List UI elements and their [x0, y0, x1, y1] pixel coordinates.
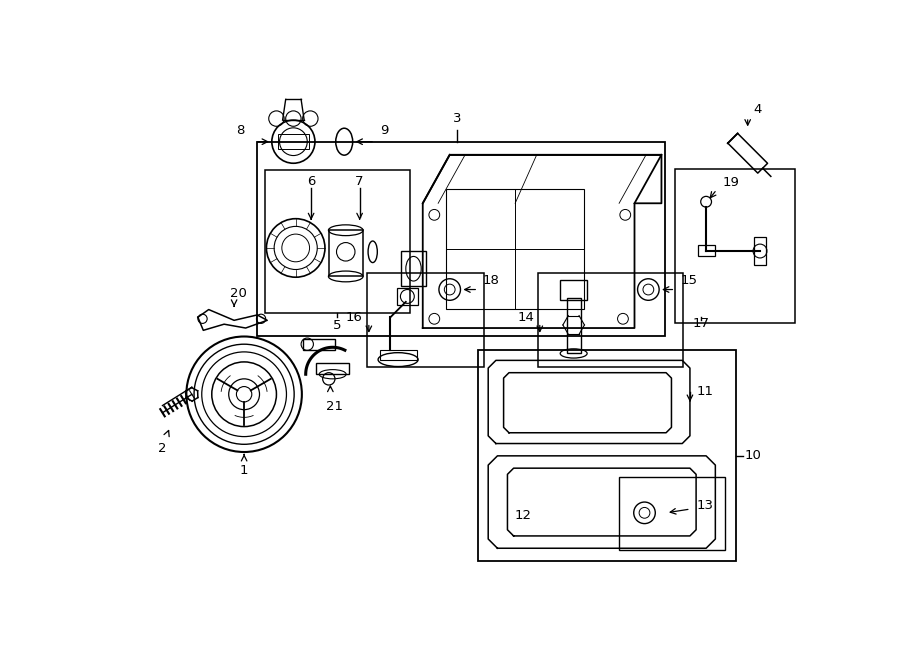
Text: 18: 18 — [482, 274, 500, 287]
Text: 20: 20 — [230, 286, 247, 299]
Bar — [302, 339, 335, 350]
Text: 11: 11 — [696, 385, 713, 399]
Bar — [560, 280, 587, 299]
Text: 12: 12 — [514, 509, 531, 522]
Text: 17: 17 — [693, 317, 710, 330]
Bar — [317, 364, 349, 374]
Text: 1: 1 — [240, 463, 248, 477]
Bar — [567, 298, 580, 354]
Text: 21: 21 — [326, 400, 343, 412]
Text: 14: 14 — [518, 311, 535, 324]
Bar — [478, 350, 736, 561]
Text: 3: 3 — [454, 112, 462, 125]
Bar — [328, 230, 364, 276]
Text: 5: 5 — [333, 319, 341, 332]
Text: 15: 15 — [680, 274, 698, 287]
Bar — [754, 237, 766, 265]
Text: 8: 8 — [236, 124, 244, 137]
Text: 7: 7 — [356, 175, 364, 188]
Text: 4: 4 — [753, 103, 762, 116]
Bar — [698, 245, 715, 256]
Bar — [380, 350, 417, 360]
Bar — [265, 170, 410, 313]
Text: 13: 13 — [696, 498, 713, 512]
Bar — [446, 190, 584, 309]
Bar — [619, 477, 725, 550]
Bar — [397, 288, 418, 305]
Bar — [675, 169, 795, 323]
Bar — [366, 272, 483, 367]
Text: 6: 6 — [307, 175, 315, 188]
Bar — [257, 141, 665, 336]
Text: 16: 16 — [346, 311, 363, 324]
Bar — [278, 134, 309, 149]
Text: 19: 19 — [723, 176, 740, 189]
Bar — [401, 251, 426, 286]
Text: 2: 2 — [158, 442, 166, 455]
Text: 9: 9 — [381, 124, 389, 137]
Bar — [538, 272, 683, 367]
Text: 10: 10 — [744, 449, 761, 462]
